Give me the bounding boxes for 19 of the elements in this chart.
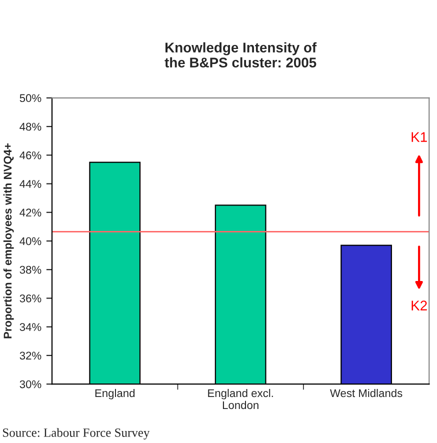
chart-title: Knowledge Intensity of the B&PS cluster: 2005 [164, 42, 317, 68]
y-tick-label: 46% [20, 151, 42, 160]
y-tick-label: 36% [20, 294, 42, 302]
y-tick-label: 42% [20, 208, 42, 216]
y-tick-label: 38% [20, 266, 42, 274]
y-tick-label: 44% [20, 180, 42, 188]
annotation: K1 [412, 132, 427, 142]
x-tick-label: England excl. London [208, 388, 273, 410]
x-tick-label: West Midlands [330, 388, 402, 398]
y-tick-label: 48% [20, 122, 42, 131]
y-tick-label: 30% [20, 380, 42, 388]
y-tick-label: 50% [20, 94, 42, 102]
source-note: Source: Labour Force Survey [3, 428, 150, 440]
y-tick-label: 32% [20, 352, 42, 360]
y-tick-label: 40% [20, 237, 42, 246]
y-axis-title: Proportion of employees with NVQ4+ [3, 143, 14, 338]
x-tick-label: England [95, 388, 135, 400]
annotation: K2 [412, 300, 427, 310]
y-tick-label: 34% [20, 323, 42, 331]
